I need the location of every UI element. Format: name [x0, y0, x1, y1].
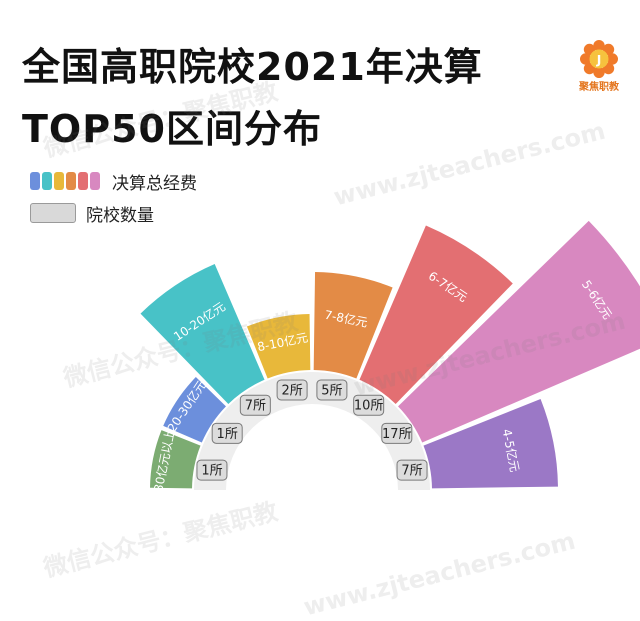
count-label-7: 7所 — [401, 464, 422, 479]
legend-count: 院校数量 — [30, 200, 197, 226]
logo-glyph: J — [596, 53, 602, 67]
legend-swatch-4 — [78, 172, 88, 190]
flower-logo-icon: J — [580, 40, 618, 78]
count-label-4: 5所 — [321, 383, 342, 398]
count-label-6: 17所 — [382, 427, 412, 442]
count-badge-0 — [196, 459, 228, 481]
brand-logo: J 聚焦职教 — [574, 40, 624, 96]
count-badge-6 — [381, 422, 413, 444]
legend-budget-label: 决算总经费 — [112, 173, 197, 194]
legend-swatch-5 — [90, 172, 100, 190]
bar-segment-7 — [423, 399, 558, 489]
bar-segment-4 — [313, 272, 393, 379]
bar-segment-5 — [359, 225, 513, 404]
count-badge-4 — [316, 379, 348, 401]
logo-text: 聚焦职教 — [579, 82, 619, 93]
bar-segment-1 — [163, 377, 226, 443]
legend-swatch-3 — [66, 172, 76, 190]
bar-segment-6 — [398, 220, 640, 443]
bar-segment-2 — [140, 264, 265, 404]
legend-swatch-2 — [54, 172, 64, 190]
legend-swatch-0 — [30, 172, 40, 190]
bar-segment-0 — [150, 430, 201, 489]
count-label-3: 2所 — [281, 383, 302, 398]
chart-title-line2: TOP50区间分布 — [22, 107, 322, 151]
chart-title-line1: 全国高职院校2021年决算 — [22, 45, 483, 89]
legend-gray-swatch — [30, 203, 76, 223]
count-badge-7 — [396, 459, 428, 481]
count-label-2: 7所 — [245, 399, 266, 414]
count-badge-1 — [211, 422, 243, 444]
legend-swatch-1 — [42, 172, 52, 190]
count-badge-3 — [276, 379, 308, 401]
count-badge-2 — [239, 394, 271, 416]
legend-budget: 决算总经费 — [30, 168, 197, 194]
legend-count-label: 院校数量 — [86, 205, 154, 226]
count-label-1: 1所 — [217, 427, 238, 442]
count-label-0: 1所 — [201, 464, 222, 479]
count-badge-5 — [353, 394, 385, 416]
legend-color-swatches — [30, 172, 102, 190]
count-label-5: 10所 — [354, 399, 384, 414]
bar-segment-3 — [246, 314, 311, 379]
legend: 决算总经费 院校数量 — [30, 168, 197, 232]
